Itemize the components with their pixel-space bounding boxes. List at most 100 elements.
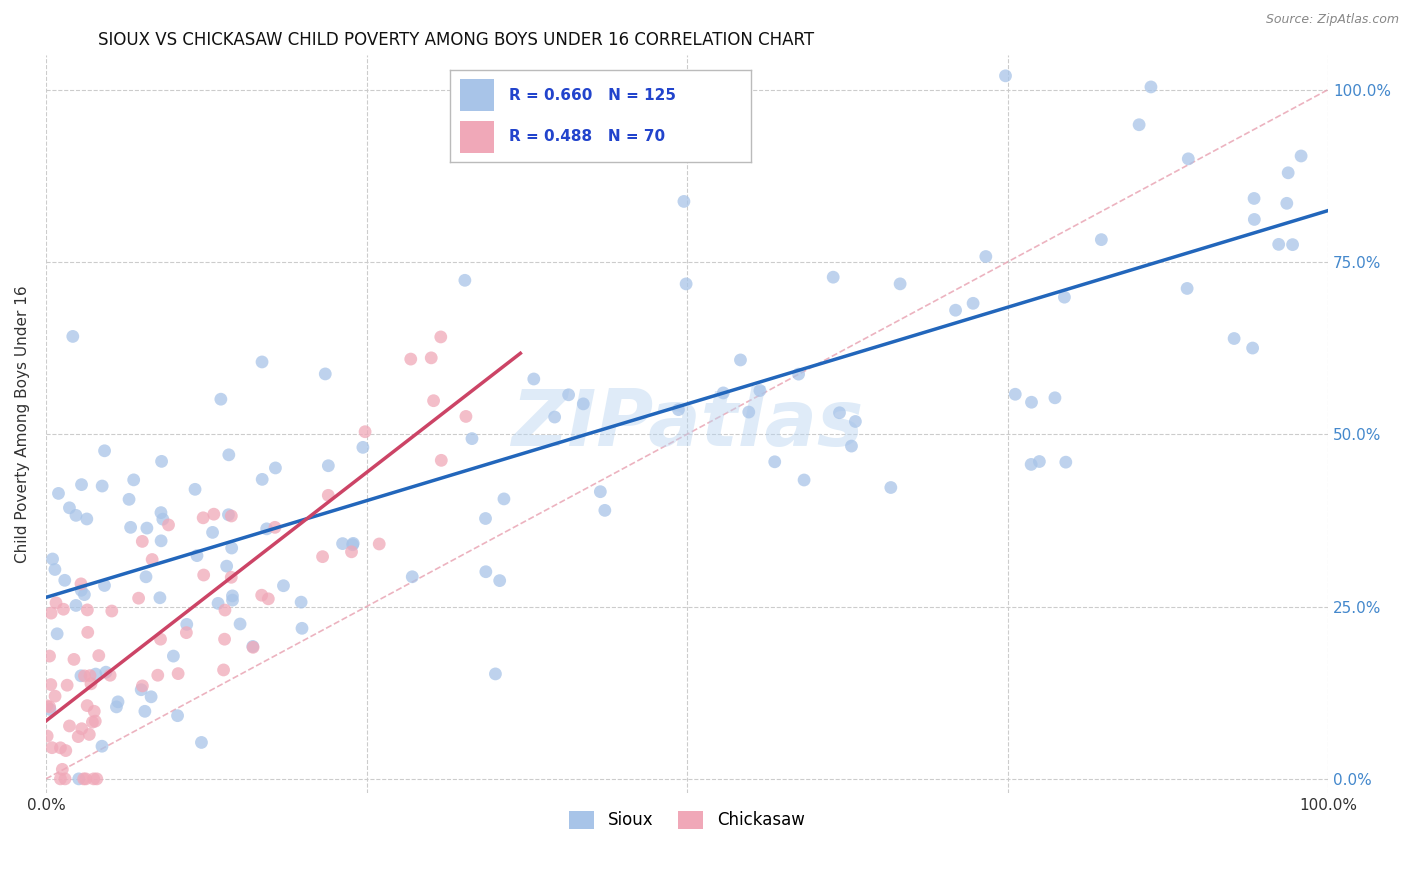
Point — [1004, 387, 1026, 401]
Point — [711, 385, 734, 400]
Point — [461, 432, 484, 446]
Point — [1140, 79, 1163, 94]
Point — [221, 589, 243, 603]
Point — [93, 443, 115, 458]
Point — [492, 491, 515, 506]
Point — [1021, 395, 1043, 409]
Point — [91, 479, 114, 493]
Point — [49, 740, 72, 755]
Point — [62, 329, 84, 343]
Point — [229, 617, 252, 632]
Point — [793, 473, 815, 487]
Point — [209, 392, 232, 407]
Point — [828, 406, 851, 420]
Point — [340, 545, 363, 559]
Point — [162, 649, 184, 664]
Point — [422, 393, 444, 408]
Point — [53, 574, 76, 588]
Point — [557, 388, 579, 402]
Point — [1275, 196, 1298, 211]
Point — [1054, 455, 1077, 469]
Point — [1277, 166, 1299, 180]
Point — [484, 667, 506, 681]
Point — [105, 699, 128, 714]
Point — [152, 512, 174, 526]
Point — [55, 743, 77, 757]
Point — [38, 649, 60, 664]
Point — [332, 536, 354, 550]
Point — [150, 533, 173, 548]
Point — [454, 409, 477, 424]
Point — [823, 270, 845, 285]
Text: Source: ZipAtlas.com: Source: ZipAtlas.com — [1265, 13, 1399, 27]
Point — [962, 296, 984, 310]
Point — [157, 517, 180, 532]
Point — [256, 522, 278, 536]
Point — [135, 521, 157, 535]
Point — [49, 772, 72, 786]
Point — [70, 669, 93, 683]
Point — [87, 648, 110, 663]
Point — [1043, 391, 1066, 405]
Point — [1289, 149, 1312, 163]
Point — [150, 454, 173, 468]
Point — [73, 588, 96, 602]
Point — [730, 353, 752, 368]
Point — [80, 677, 103, 691]
Point — [264, 520, 287, 534]
Point — [215, 559, 238, 574]
Point — [70, 722, 93, 736]
Text: SIOUX VS CHICKASAW CHILD POVERTY AMONG BOYS UNDER 16 CORRELATION CHART: SIOUX VS CHICKASAW CHILD POVERTY AMONG B… — [98, 31, 814, 49]
Point — [131, 679, 153, 693]
Point — [76, 698, 98, 713]
Point — [589, 484, 612, 499]
Point — [73, 669, 96, 683]
Point — [128, 591, 150, 606]
Point — [1175, 281, 1198, 295]
Point — [318, 458, 340, 473]
Point — [1241, 341, 1264, 355]
Point — [58, 500, 80, 515]
Point — [53, 772, 76, 786]
Point — [290, 595, 312, 609]
Point — [1243, 191, 1265, 205]
Point — [352, 441, 374, 455]
Point — [994, 69, 1017, 83]
Point — [221, 541, 243, 555]
Point — [35, 698, 58, 713]
Point — [889, 277, 911, 291]
Text: ZIPatlas: ZIPatlas — [510, 386, 863, 462]
Point — [1223, 331, 1246, 345]
Point — [523, 372, 546, 386]
Point — [84, 667, 107, 681]
Point — [184, 483, 207, 497]
Point — [311, 549, 333, 564]
Point — [83, 704, 105, 718]
Point — [314, 367, 336, 381]
Point — [218, 448, 240, 462]
Point — [75, 772, 97, 786]
Point — [264, 461, 287, 475]
Point — [488, 574, 510, 588]
Point — [186, 549, 208, 563]
Point — [219, 570, 242, 584]
Point — [120, 520, 142, 534]
Point — [191, 511, 214, 525]
Point — [880, 481, 903, 495]
Point — [70, 477, 93, 491]
Point — [149, 632, 172, 647]
Point — [135, 570, 157, 584]
Point — [94, 665, 117, 680]
Point — [58, 719, 80, 733]
Point — [1243, 212, 1265, 227]
Point — [149, 506, 172, 520]
Point — [149, 591, 172, 605]
Point — [190, 735, 212, 749]
Point — [974, 250, 997, 264]
Point — [107, 695, 129, 709]
Point — [217, 508, 239, 522]
Point — [44, 689, 66, 703]
Point — [401, 570, 423, 584]
Point — [214, 603, 236, 617]
Point — [73, 772, 96, 786]
